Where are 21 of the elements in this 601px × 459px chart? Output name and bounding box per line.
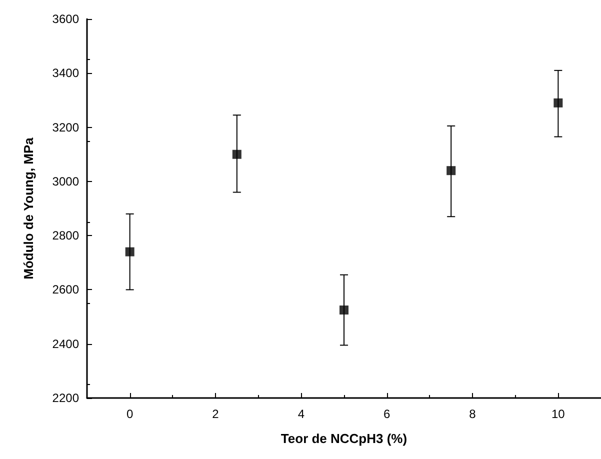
y-axis-title: Módulo de Young, MPa: [21, 136, 36, 280]
x-tick-label: 8: [469, 407, 476, 421]
y-tick-label: 2600: [52, 282, 80, 297]
y-tick-label: 2200: [52, 391, 80, 405]
y-tick-label: 3400: [52, 66, 80, 80]
point: [232, 150, 242, 159]
x-axis-title: Teor de NCCpH3 (%): [280, 431, 408, 446]
x-tick-label: 2: [212, 407, 220, 421]
x-tick-label: 6: [383, 407, 390, 421]
y-tick-label: 3000: [52, 174, 80, 188]
x-tick-label: 10: [551, 407, 566, 421]
point: [340, 306, 348, 315]
point: [125, 247, 134, 256]
x-tick-label: 0: [126, 407, 134, 421]
y-tick-label: 2800: [52, 228, 80, 243]
y-tick-label: 3600: [52, 12, 80, 26]
x-tick-label: 4: [298, 407, 305, 421]
point: [446, 166, 456, 176]
y-tick-label: 2400: [52, 336, 80, 351]
y-tick-label: 3200: [52, 120, 80, 134]
point: [554, 98, 563, 108]
